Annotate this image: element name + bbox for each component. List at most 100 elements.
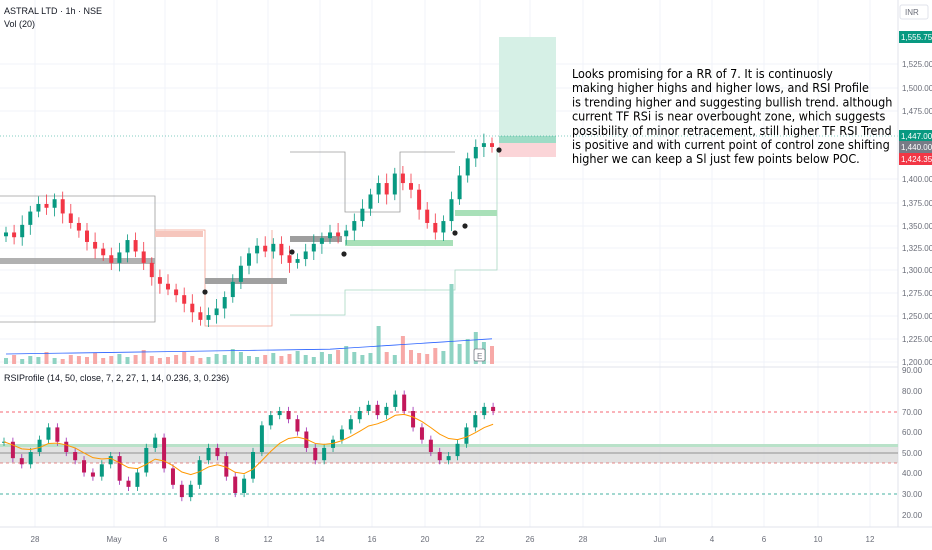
candle-body: [44, 203, 49, 208]
candle-body: [190, 303, 195, 313]
rsi-candle-body: [313, 447, 318, 461]
rsi-candle-body: [153, 437, 158, 448]
candle-body: [336, 232, 341, 237]
candle-body: [4, 232, 8, 237]
rsi-candle-body: [357, 411, 362, 420]
annotation-line: possibility of minor retracement, still …: [572, 123, 892, 138]
volume-bar: [425, 354, 430, 364]
price-tick-label: 1,300.00: [902, 266, 932, 275]
volume-bar: [28, 356, 33, 364]
candle-body: [109, 255, 114, 263]
grid-lines: [0, 0, 898, 527]
rsi-candle-body: [99, 464, 104, 477]
rsi-candle-body: [215, 447, 220, 457]
swing-low-dot: [496, 147, 502, 153]
volume-bar: [190, 356, 195, 364]
volume-bar: [44, 352, 49, 364]
volume-bar: [360, 355, 365, 364]
time-tick-label: 8: [215, 535, 220, 544]
swing-low-dot: [452, 230, 458, 236]
currency-button[interactable]: [899, 4, 929, 20]
svg-text:E: E: [477, 352, 482, 361]
rsi-candle-body: [179, 484, 184, 498]
idea-annotation[interactable]: Looks promising for a RR of 7. It is con…: [572, 66, 892, 166]
candle-body: [409, 183, 413, 190]
volume-bar: [4, 358, 8, 364]
candle-body: [28, 211, 33, 225]
volume-bar: [287, 354, 292, 364]
rsi-candle-body: [162, 437, 167, 469]
time-tick-label: May: [106, 535, 121, 544]
candle-body: [360, 208, 365, 222]
candle-body: [117, 252, 122, 263]
time-tick-label: 12: [264, 535, 273, 544]
poc-bar: [155, 231, 203, 237]
candle-body: [368, 194, 373, 209]
volume-bar: [303, 355, 308, 364]
annotation-line: is trending higher and suggesting bullis…: [572, 94, 892, 109]
volume-bar: [125, 357, 130, 364]
rsi-candle-body: [375, 404, 380, 416]
volume-bar: [85, 357, 89, 364]
rsi-candle-body: [455, 443, 460, 457]
volume-bar: [60, 359, 65, 364]
volume-bar: [76, 356, 81, 364]
time-tick-label: 28: [579, 535, 588, 544]
volume-bar: [174, 355, 179, 364]
candle-body: [182, 295, 187, 304]
rsi-candle-body: [108, 456, 113, 465]
volume-bar: [206, 357, 211, 364]
rsi-candle-body: [37, 439, 42, 452]
candle-body: [449, 199, 454, 222]
candle-body: [376, 183, 381, 195]
rsi-tick-label: 50.00: [902, 449, 923, 458]
candle-body: [465, 158, 470, 176]
candle-body: [101, 248, 106, 256]
price-badge-label: 1,555.75: [901, 33, 932, 42]
rsi-candle-body: [482, 406, 487, 416]
volume-bar: [182, 352, 187, 364]
volume-bar: [230, 349, 235, 364]
price-tick-label: 1,325.00: [902, 244, 932, 253]
volume-bar: [157, 358, 162, 364]
candle-body: [400, 173, 405, 184]
volume-bar: [255, 357, 260, 364]
candle-body: [425, 209, 430, 223]
rsi-candle-body: [322, 447, 327, 461]
time-tick-label: 28: [31, 535, 40, 544]
rsi-ma-line: [3, 413, 494, 476]
rsi-candle-body: [295, 419, 300, 432]
volume-label[interactable]: Vol (20): [4, 19, 35, 29]
price-axis[interactable]: 1,525.00 1,500.00 1,475.00 1,400.00 1,375.00…: [902, 60, 932, 367]
rsi-candle-body: [259, 425, 264, 452]
rsi-candle-body: [126, 480, 131, 487]
candle-body: [222, 297, 227, 309]
rsi-candle-body: [224, 456, 229, 477]
candle-body: [76, 222, 81, 231]
symbol-header[interactable]: ASTRAL LTD · 1h · NSE: [4, 6, 102, 16]
rsi-candle-body: [19, 458, 24, 465]
volume-bar: [384, 352, 389, 364]
time-tick-label: 20: [421, 535, 430, 544]
rsi-axis[interactable]: 90.00 80.00 70.00 60.00 50.00 40.00 30.00 20.00: [902, 366, 923, 520]
annotation-line: current TF RSi is near overbought zone, …: [572, 109, 886, 124]
rsi-candle-body: [286, 411, 291, 420]
candle-body: [198, 312, 203, 320]
rsi-indicator-label[interactable]: RSIProfile (14, 50, close, 7, 2, 27, 1, …: [4, 373, 229, 383]
volume-bar: [12, 355, 17, 364]
rsi-candle-body: [28, 452, 33, 465]
volume-bar: [490, 346, 494, 364]
volume-bar: [311, 357, 316, 364]
candle-body: [481, 143, 486, 147]
volume-bar: [473, 332, 478, 364]
earnings-flag-icon[interactable]: E: [473, 348, 486, 362]
time-axis[interactable]: 28 May 6 8 12 14 16 20 22 26 28 Jun 4 6 10 12: [31, 535, 875, 544]
volume-bar: [344, 346, 349, 364]
candle-body: [52, 199, 57, 208]
poc-bar: [0, 258, 155, 264]
swing-low-dot: [341, 251, 347, 257]
rsi-candle-body: [428, 439, 433, 452]
candle-body: [133, 240, 138, 252]
rsi-candle-body: [170, 468, 175, 485]
